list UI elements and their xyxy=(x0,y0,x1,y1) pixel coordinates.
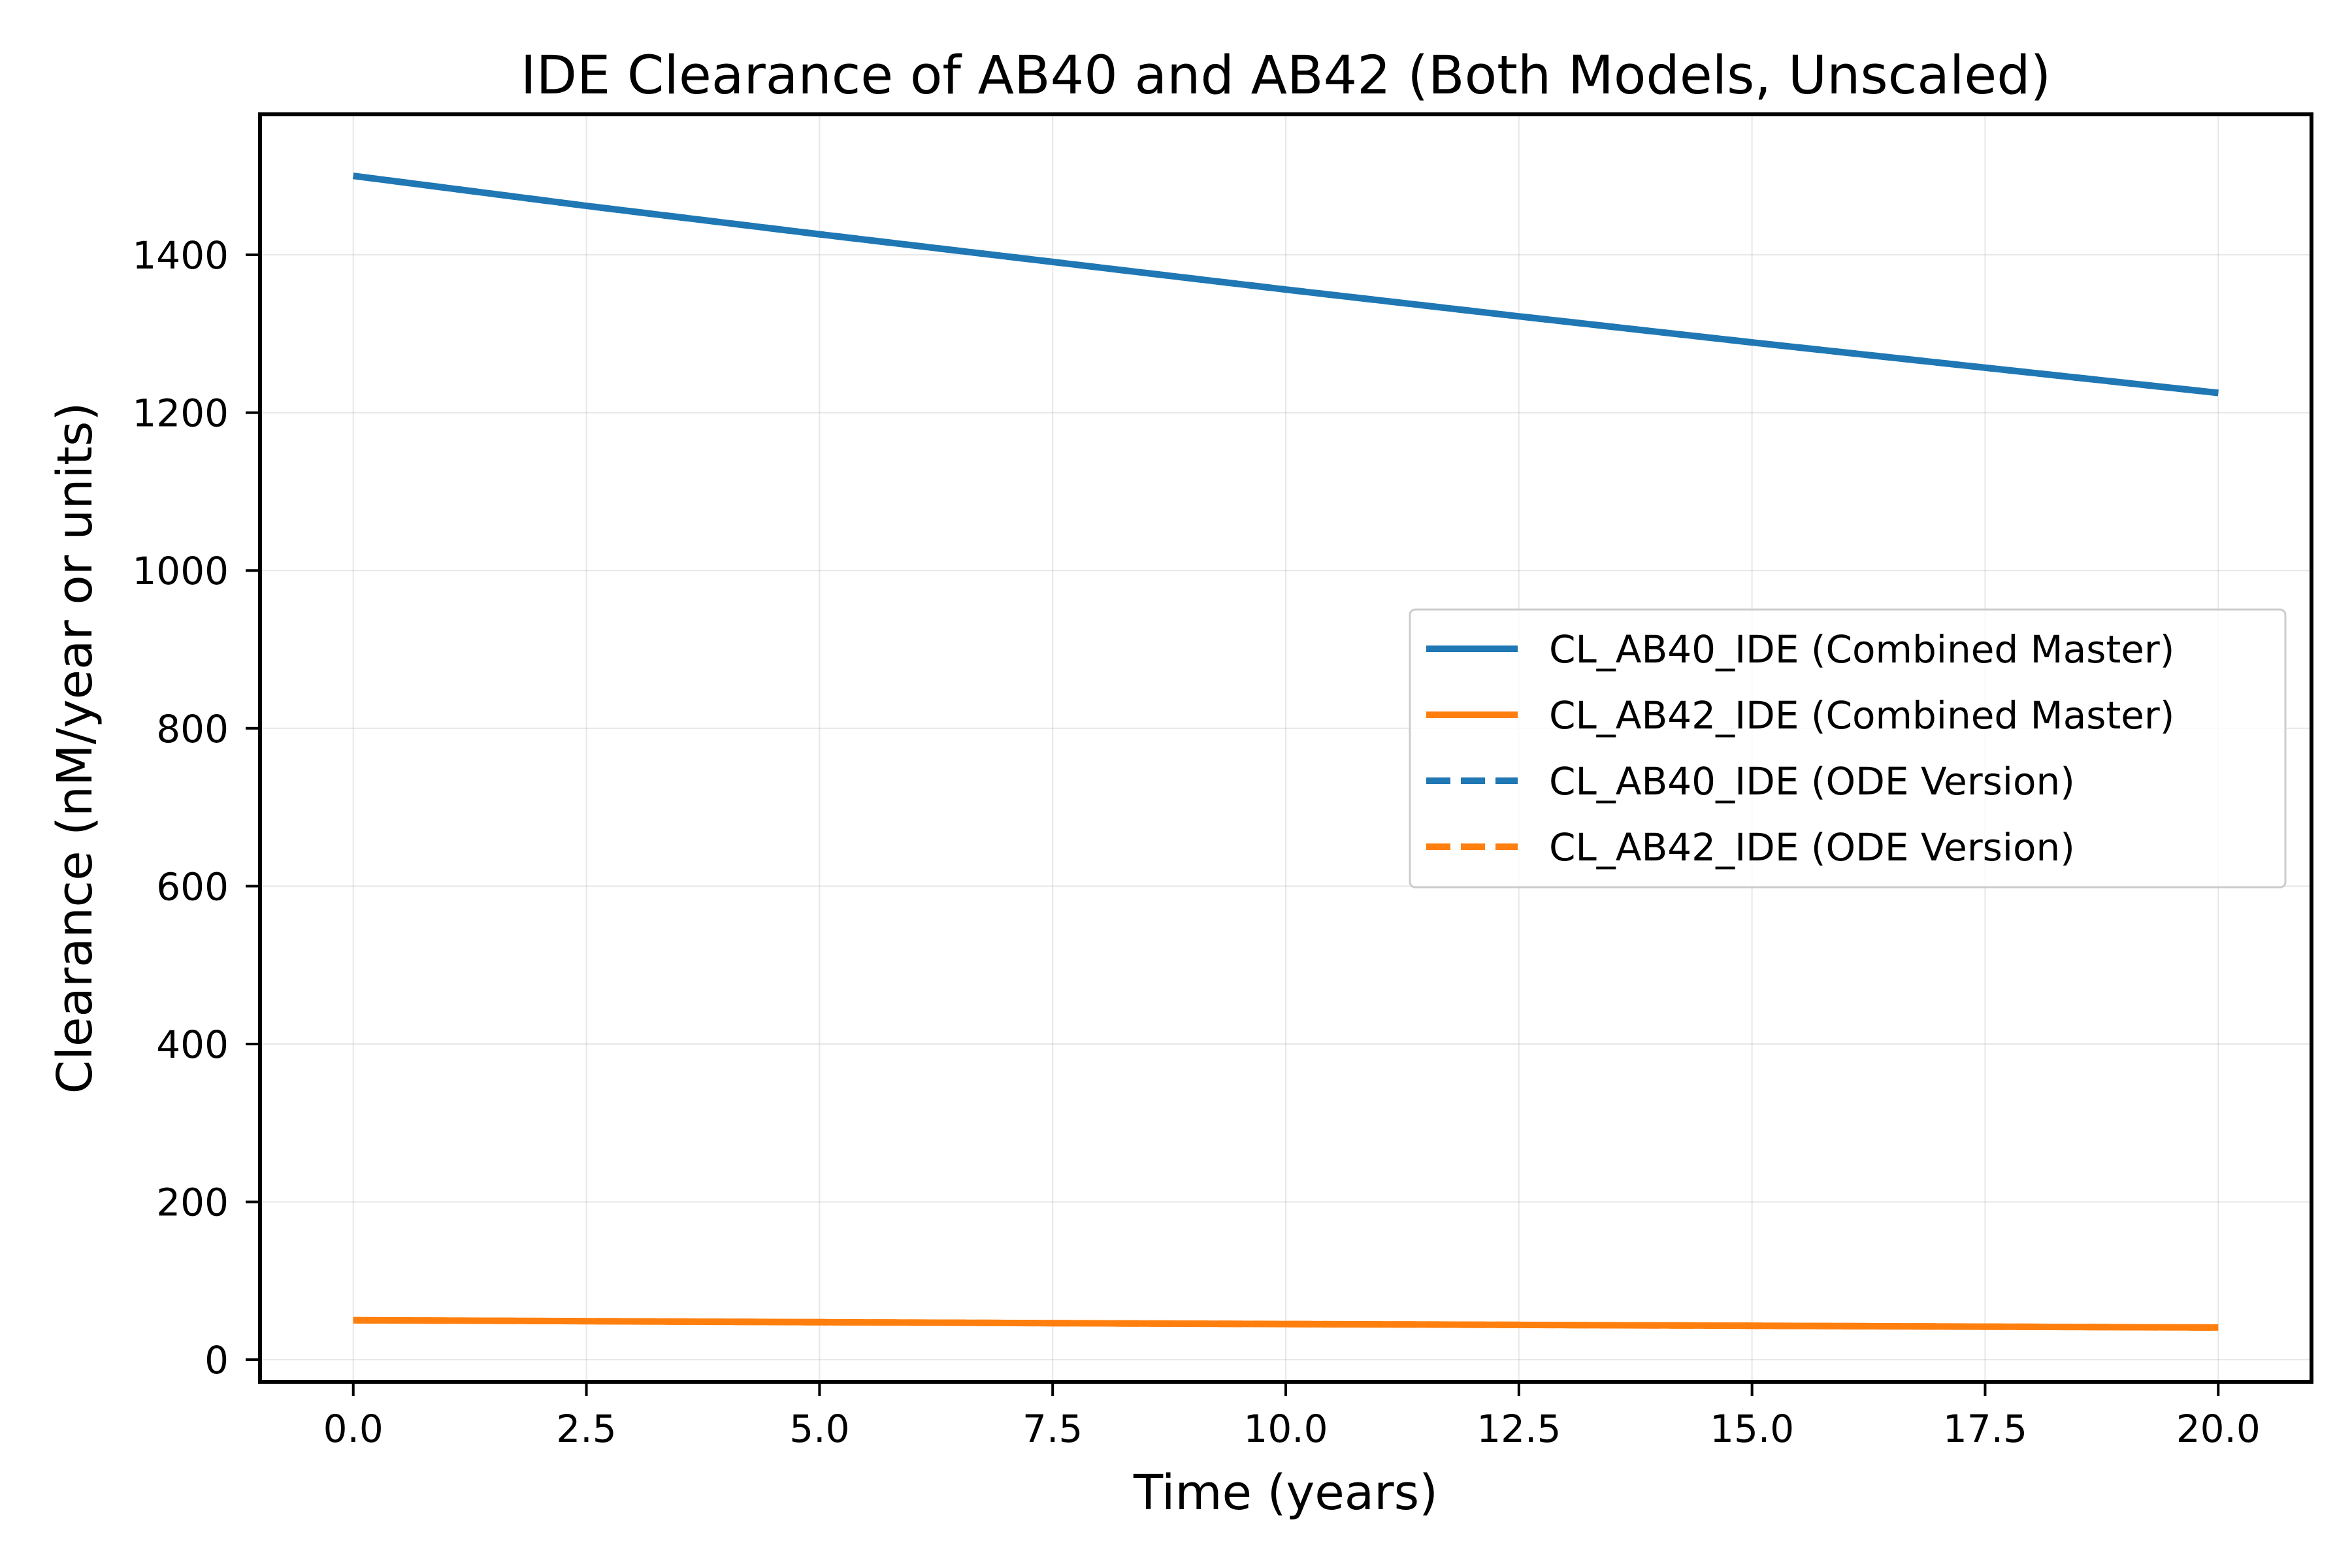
y-tick-label: 1200 xyxy=(132,391,229,436)
legend-label: CL_AB42_IDE (Combined Master) xyxy=(1549,693,2174,738)
y-tick-label: 200 xyxy=(156,1181,229,1225)
x-tick-label: 12.5 xyxy=(1477,1407,1561,1451)
y-tick-label: 400 xyxy=(156,1022,229,1067)
y-axis: 0 200 400 600 800 1000 1200 1400 xyxy=(132,233,260,1382)
y-tick-label: 1400 xyxy=(132,233,229,278)
legend-box xyxy=(1409,608,2287,889)
legend-label: CL_AB42_IDE (ODE Version) xyxy=(1549,825,2075,870)
y-tick-label: 1000 xyxy=(132,549,229,593)
x-axis-label: Time (years) xyxy=(1133,1465,1438,1521)
y-axis-label: Clearance (nM/year or units) xyxy=(47,402,103,1094)
x-tick-label: 15.0 xyxy=(1710,1407,1794,1451)
legend: CL_AB40_IDE (Combined Master) CL_AB42_IDE… xyxy=(1409,608,2287,889)
legend-label: CL_AB40_IDE (Combined Master) xyxy=(1549,627,2174,672)
x-tick-label: 2.5 xyxy=(556,1407,616,1451)
x-tick-label: 17.5 xyxy=(1943,1407,2027,1451)
x-tick-label: 0.0 xyxy=(323,1407,384,1451)
series-line-3 xyxy=(353,172,2219,397)
x-tick-label: 20.0 xyxy=(2176,1407,2261,1451)
x-axis: 0.0 2.5 5.0 7.5 10.0 12.5 15.0 17.5 20.0 xyxy=(323,1382,2261,1451)
x-tick-label: 7.5 xyxy=(1022,1407,1083,1451)
y-tick-label: 600 xyxy=(156,864,229,909)
series-line-2 xyxy=(353,1316,2219,1331)
x-tick-label: 10.0 xyxy=(1243,1407,1328,1451)
chart-title: IDE Clearance of AB40 and AB42 (Both Mod… xyxy=(521,45,2051,106)
y-tick-label: 800 xyxy=(156,707,229,751)
x-tick-label: 5.0 xyxy=(789,1407,849,1451)
legend-entries: CL_AB40_IDE (Combined Master) CL_AB42_IDE… xyxy=(1426,627,2174,870)
legend-label: CL_AB40_IDE (ODE Version) xyxy=(1549,759,2075,804)
y-tick-label: 0 xyxy=(204,1338,229,1382)
series-group xyxy=(353,172,2219,1331)
